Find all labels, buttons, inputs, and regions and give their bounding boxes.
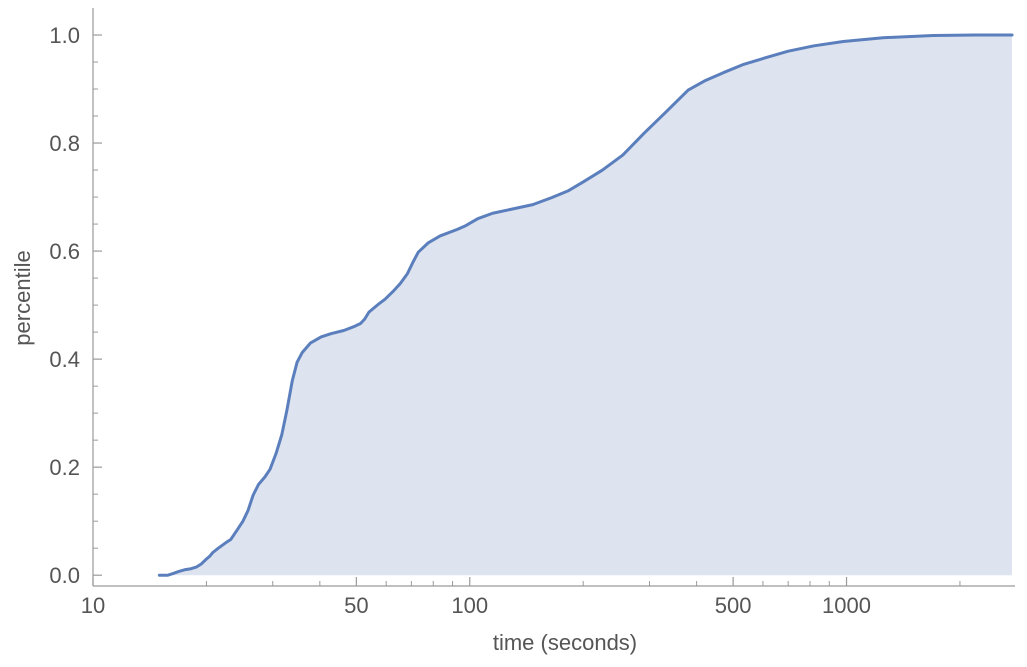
- y-tick-label: 0.8: [49, 131, 80, 156]
- y-tick-label: 0.0: [49, 563, 80, 588]
- axes-layer: [92, 8, 1015, 587]
- y-tick-label: 0.2: [49, 455, 80, 480]
- series-0-area: [159, 35, 1013, 576]
- y-tick-label: 0.6: [49, 239, 80, 264]
- series-0-line: [157, 33, 1014, 577]
- x-tick-label: 1000: [822, 593, 871, 618]
- x-axis-ticks: 10 50 100 500 1000: [81, 577, 961, 618]
- x-axis-title: time (seconds): [493, 630, 637, 655]
- x-tick-label: 50: [344, 593, 368, 618]
- x-tick-label: 500: [715, 593, 752, 618]
- x-tick-label: 10: [81, 593, 105, 618]
- y-axis-title: percentile: [10, 250, 35, 345]
- y-tick-label: 1.0: [49, 23, 80, 48]
- y-axis-ticks: 0.0 0.2 0.4 0.6 0.8 1.0: [49, 23, 102, 588]
- x-tick-label: 100: [451, 593, 488, 618]
- area-layer: [157, 33, 1014, 577]
- y-tick-label: 0.4: [49, 347, 80, 372]
